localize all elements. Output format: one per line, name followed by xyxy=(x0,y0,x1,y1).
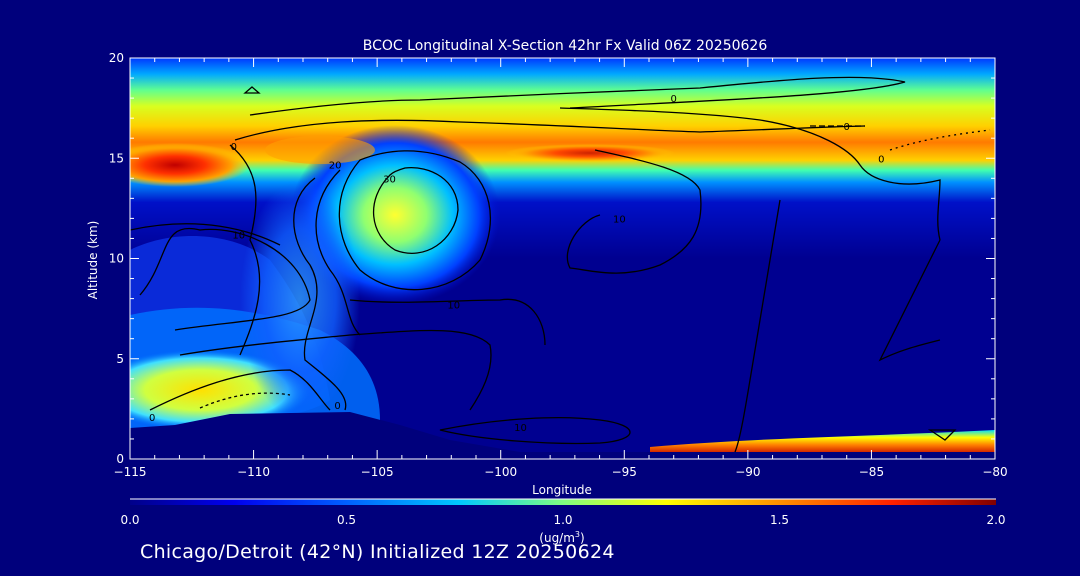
x-tick-label: −105 xyxy=(361,465,394,479)
contour-label: 0 xyxy=(671,94,677,105)
contour-0-low xyxy=(149,369,331,411)
chart-title: BCOC Longitudinal X-Section 42hr Fx Vali… xyxy=(363,38,768,54)
hot-streak-mid xyxy=(505,144,675,162)
contour-label: 10 xyxy=(514,423,527,434)
x-tick-label: −90 xyxy=(735,465,760,479)
x-axis-label: Longitude xyxy=(532,483,592,497)
x-tick-label: −80 xyxy=(982,465,1007,479)
contour-0-east xyxy=(559,107,941,241)
contour-label: 10 xyxy=(447,301,460,312)
contour-label: 30 xyxy=(383,174,396,185)
contour-label: 0 xyxy=(149,413,155,424)
x-tick-label: −85 xyxy=(859,465,884,479)
colorbar-tick-label: 1.0 xyxy=(553,513,572,527)
concentration-field xyxy=(130,58,995,459)
x-axis: −115 −110 −105 −100 −95 −90 −85 −80 xyxy=(114,58,1008,479)
y-tick-label: 15 xyxy=(109,151,124,165)
contour-0-upper xyxy=(234,119,866,141)
contour-west-d xyxy=(130,223,281,246)
y-axis: 0 5 10 15 20 xyxy=(109,51,995,466)
x-tick-label: −100 xyxy=(484,465,517,479)
terrain-mask xyxy=(130,412,995,459)
contour-west-a xyxy=(229,144,261,356)
colorbar-tick-label: 2.0 xyxy=(986,513,1005,527)
x-tick-label: −110 xyxy=(237,465,270,479)
contour-small-triangle xyxy=(243,86,261,94)
contour-labels: 0 20 30 10 0 0 0 10 10 0 0 10 xyxy=(149,94,884,434)
y-tick-label: 5 xyxy=(116,352,124,366)
contour-west-b xyxy=(293,177,347,411)
contour-lines xyxy=(130,76,991,453)
contour-label: 0 xyxy=(878,154,884,165)
y-axis-label: Altitude (km) xyxy=(86,221,100,300)
x-tick-label: −115 xyxy=(114,465,147,479)
colorbar xyxy=(130,499,996,505)
contour-5-west xyxy=(179,329,492,411)
contour-east-a xyxy=(734,199,781,453)
contour-0-top xyxy=(249,76,906,116)
contour-label: 10 xyxy=(232,230,245,241)
hot-spot-west xyxy=(130,143,250,187)
colorbar-tick-label: 1.5 xyxy=(770,513,789,527)
contour-east-b xyxy=(878,239,941,362)
contour-label: 0 xyxy=(844,122,850,133)
x-tick-label: −95 xyxy=(612,465,637,479)
contour-label: 10 xyxy=(613,214,626,225)
contour-10-west xyxy=(139,227,311,331)
colorbar-units: (ug/m3) xyxy=(539,530,584,545)
y-tick-label: 20 xyxy=(109,51,124,65)
contour-10-lower xyxy=(349,298,546,346)
init-footer: Chicago/Detroit (42°N) Initialized 12Z 2… xyxy=(140,541,615,563)
colorbar-tick-label: 0.0 xyxy=(120,513,139,527)
contour-20 xyxy=(338,150,492,291)
orange-band xyxy=(265,136,375,164)
colorbar-ticks: 0.0 0.5 1.0 1.5 2.0 xyxy=(120,513,1005,527)
contour-30 xyxy=(373,166,459,254)
contour-east-triangle xyxy=(927,429,957,441)
contour-label: 20 xyxy=(329,160,342,171)
y-tick-label: 10 xyxy=(109,252,124,266)
contour-label: 0 xyxy=(334,401,340,412)
contour-10-surface xyxy=(439,417,631,445)
colorbar-tick-label: 0.5 xyxy=(337,513,356,527)
contour-10-mid xyxy=(566,149,702,274)
contour-label: 0 xyxy=(231,142,237,153)
contour-west-c xyxy=(315,169,361,336)
y-tick-label: 0 xyxy=(116,452,124,466)
